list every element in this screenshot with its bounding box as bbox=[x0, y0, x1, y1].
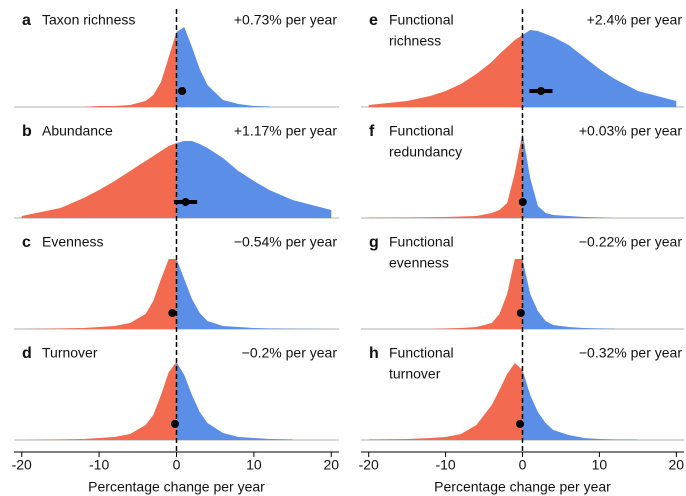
x-tick-label: 10 bbox=[592, 457, 608, 473]
estimate-point bbox=[170, 420, 179, 428]
panel-letter: g bbox=[369, 234, 379, 251]
panel-title: Functional bbox=[389, 123, 454, 139]
panel-title: turnover bbox=[389, 366, 441, 382]
annotation: −0.22% per year bbox=[579, 234, 682, 250]
x-axis-label: Percentage change per year bbox=[88, 479, 265, 495]
x-tick-label: 0 bbox=[173, 457, 181, 473]
density-area bbox=[176, 362, 293, 440]
density-area bbox=[522, 30, 677, 107]
panel-title: Abundance bbox=[42, 123, 113, 139]
annotation: −0.54% per year bbox=[234, 234, 337, 250]
panel-letter: a bbox=[22, 12, 31, 29]
density-area bbox=[176, 27, 270, 107]
x-tick-label: 0 bbox=[519, 457, 527, 473]
density-area bbox=[21, 143, 177, 218]
density-area bbox=[522, 370, 638, 440]
annotation: −0.2% per year bbox=[242, 345, 338, 361]
panel-letter: d bbox=[22, 345, 32, 362]
panel-title: Turnover bbox=[42, 345, 98, 361]
estimate-point bbox=[178, 87, 187, 95]
panel-title: evenness bbox=[389, 255, 449, 271]
annotation: +1.17% per year bbox=[234, 123, 337, 139]
density-area bbox=[21, 362, 177, 440]
x-tick-label: -20 bbox=[12, 457, 32, 473]
density-area bbox=[368, 133, 523, 218]
density-area bbox=[522, 133, 615, 218]
density-area bbox=[522, 259, 615, 329]
panel-letter: f bbox=[369, 123, 375, 140]
panel-title: Evenness bbox=[42, 234, 103, 250]
annotation: +0.73% per year bbox=[234, 12, 337, 28]
panel-letter: c bbox=[22, 234, 31, 251]
density-area bbox=[176, 259, 332, 329]
density-area bbox=[176, 141, 332, 218]
panel-letter: b bbox=[22, 123, 32, 140]
x-tick-label: 20 bbox=[323, 457, 339, 473]
density-area bbox=[21, 259, 177, 329]
panel-title: Functional bbox=[389, 12, 454, 28]
density-area bbox=[368, 35, 523, 107]
estimate-point bbox=[168, 309, 177, 317]
annotation: +2.4% per year bbox=[587, 12, 683, 28]
estimate-point bbox=[516, 309, 525, 317]
panel-title: Functional bbox=[389, 345, 454, 361]
panel-title: redundancy bbox=[389, 144, 462, 160]
density-area bbox=[368, 363, 523, 440]
x-tick-label: -10 bbox=[435, 457, 455, 473]
annotation: −0.32% per year bbox=[579, 345, 682, 361]
density-area bbox=[83, 32, 177, 107]
x-tick-label: -10 bbox=[89, 457, 109, 473]
estimate-point bbox=[181, 198, 190, 206]
density-area bbox=[430, 259, 523, 329]
panel-letter: h bbox=[369, 345, 379, 362]
x-tick-label: -20 bbox=[359, 457, 379, 473]
x-tick-label: 10 bbox=[246, 457, 262, 473]
x-tick-label: 20 bbox=[669, 457, 685, 473]
panel-title: Taxon richness bbox=[42, 12, 135, 28]
panel-letter: e bbox=[369, 12, 378, 29]
annotation: +0.03% per year bbox=[579, 123, 682, 139]
x-axis-label: Percentage change per year bbox=[434, 479, 611, 495]
panel-title: Functional bbox=[389, 234, 454, 250]
estimate-point bbox=[536, 87, 545, 95]
panel-title: richness bbox=[389, 33, 441, 49]
